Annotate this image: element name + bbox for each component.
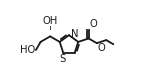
Text: O: O: [89, 19, 97, 29]
Text: N: N: [71, 29, 78, 39]
Text: OH: OH: [43, 16, 58, 26]
Text: O: O: [97, 43, 105, 53]
Text: S: S: [59, 54, 66, 64]
Text: HO: HO: [20, 45, 35, 55]
